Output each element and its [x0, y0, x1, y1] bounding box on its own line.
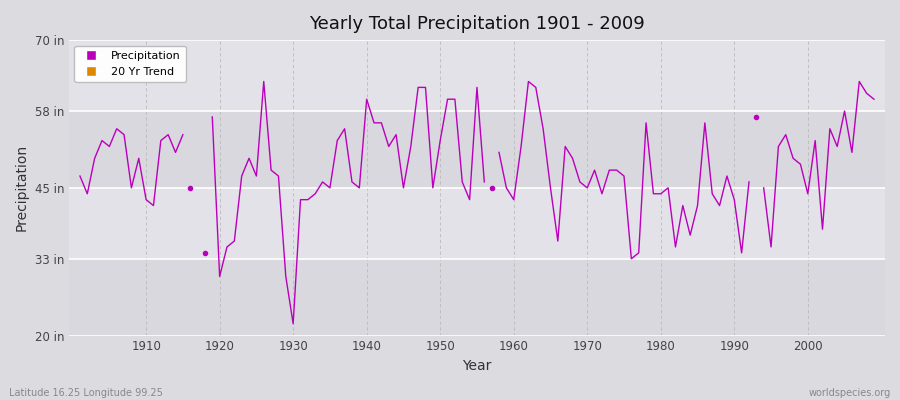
Y-axis label: Precipitation: Precipitation	[15, 144, 29, 232]
Bar	[69, 188, 885, 259]
Bar	[69, 111, 885, 188]
X-axis label: Year: Year	[463, 359, 491, 373]
Bar	[69, 40, 885, 111]
Legend: Precipitation, 20 Yr Trend: Precipitation, 20 Yr Trend	[75, 46, 186, 82]
Title: Yearly Total Precipitation 1901 - 2009: Yearly Total Precipitation 1901 - 2009	[309, 15, 644, 33]
Text: Latitude 16.25 Longitude 99.25: Latitude 16.25 Longitude 99.25	[9, 388, 163, 398]
Text: worldspecies.org: worldspecies.org	[809, 388, 891, 398]
Bar	[69, 259, 885, 336]
